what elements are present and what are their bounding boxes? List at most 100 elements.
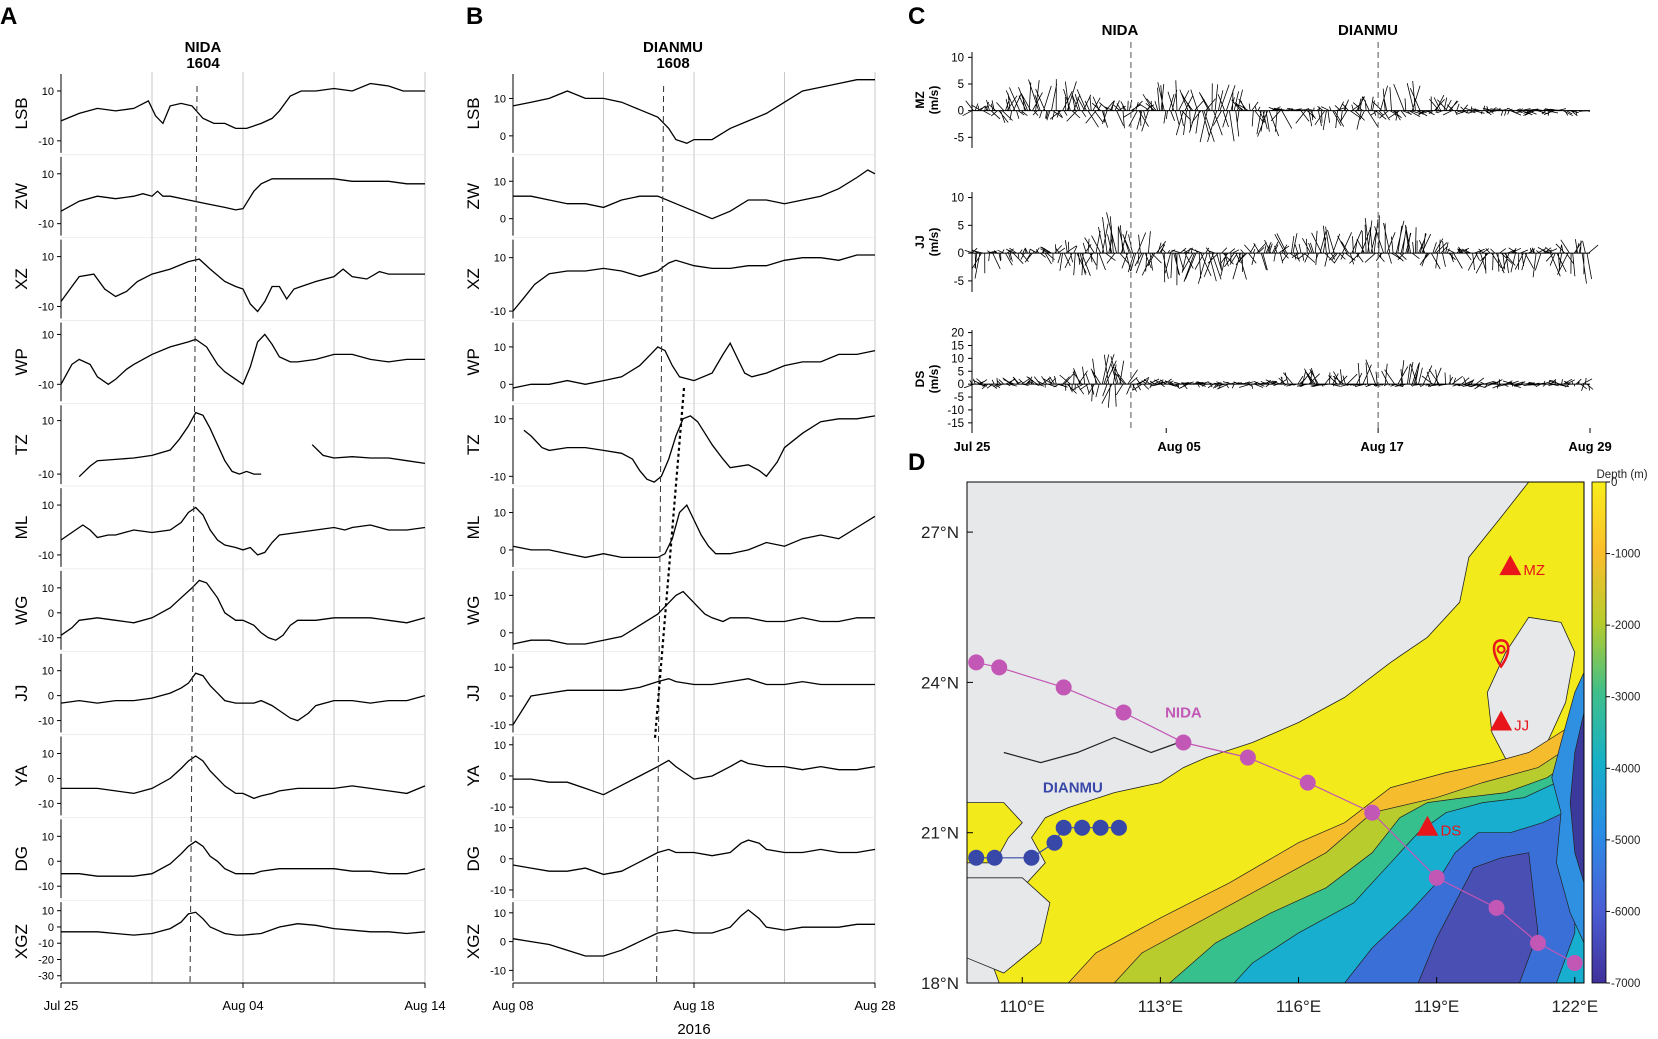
y-tick-label: -10 — [38, 301, 54, 313]
y-tick-label: 10 — [494, 590, 506, 602]
y-tick-label: -10 — [38, 798, 54, 810]
location-pin-dot — [1496, 644, 1506, 654]
series-line-tz — [523, 415, 876, 483]
series-line-xgz — [512, 909, 875, 957]
y-tick-label: 5 — [958, 220, 964, 232]
station-label-mz: MZ — [913, 91, 927, 108]
panel-a-stack: 10 -10 LSB 10 -10 ZW 10 -10 XZ 10 -10 WP 10 -10 TZ 10 -1… — [12, 72, 426, 988]
track-point-nida — [991, 659, 1008, 676]
y-tick-label: 0 — [500, 131, 506, 143]
series-line-jj — [512, 678, 875, 726]
panel-b-xtick-label: Aug 18 — [673, 998, 714, 1013]
track-point-dianmu — [968, 849, 985, 866]
track-point-nida — [1299, 774, 1316, 791]
station-label-wg: WG — [464, 596, 483, 625]
map-area — [967, 482, 1584, 983]
y-tick-label: 0 — [500, 937, 506, 949]
series-line-ya — [61, 755, 426, 800]
y-tick-label: 10 — [494, 740, 506, 752]
panel-b-xlabel: 2016 — [677, 1021, 710, 1038]
panel-c-xtick-label: Aug 05 — [1157, 439, 1200, 454]
series-line-wg — [512, 590, 875, 645]
y-tick-label: -10 — [490, 306, 506, 318]
y-tick-label: 0 — [500, 771, 506, 783]
y-tick-label: 0 — [958, 248, 964, 260]
wind-vectors-jj — [964, 212, 1599, 286]
y-tick-label: 0 — [500, 214, 506, 226]
y-tick-label: -5 — [954, 132, 964, 144]
y-tick-label: 10 — [494, 253, 506, 265]
y-tick-label: 0 — [48, 922, 54, 934]
colorbar-label: 0 — [1611, 477, 1617, 489]
track-point-nida — [1529, 934, 1546, 951]
depth-band — [1551, 672, 1584, 944]
track-point-nida — [1488, 899, 1505, 916]
y-tick-label: 10 — [42, 416, 54, 428]
y-tick-label: -10 — [947, 405, 964, 417]
station-label-dg: DG — [12, 846, 31, 872]
lon-tick-label: 116°E — [1276, 997, 1321, 1016]
y-tick-label: -5 — [954, 392, 964, 404]
y-tick-label: 0 — [500, 379, 506, 391]
y-tick-label: -10 — [38, 633, 54, 645]
wind-vectors-mz — [962, 79, 1591, 143]
series-line-wp — [60, 333, 425, 386]
typhoon-passage-line — [656, 85, 665, 984]
series-line-ml — [60, 506, 426, 556]
track-label-dianmu: DIANMU — [1043, 780, 1103, 797]
y-tick-label: -10 — [490, 965, 506, 977]
series-line-jj — [60, 672, 426, 722]
station-label-zw: ZW — [464, 183, 483, 209]
track-point-nida — [1428, 869, 1445, 886]
map-frame — [966, 481, 1585, 984]
track-point-dianmu — [1046, 834, 1063, 851]
location-pin-icon — [1492, 639, 1510, 669]
y-tick-label: -10 — [38, 136, 54, 148]
y-tick-label: 10 — [951, 52, 964, 64]
track-point-dianmu — [1074, 819, 1091, 836]
y-tick-label: 10 — [494, 176, 506, 188]
panel-b-xtick-label: Aug 08 — [492, 998, 533, 1013]
station-label-ya: YA — [464, 765, 483, 787]
unit-label: (m/s) — [927, 86, 941, 115]
station-label-zw: ZW — [12, 183, 31, 209]
coastline-detail — [1003, 736, 1180, 764]
lat-tick-label: 27°N — [921, 523, 959, 542]
station-label-wg: WG — [12, 596, 31, 625]
y-tick-label: 0 — [500, 691, 506, 703]
series-line-ya — [513, 759, 876, 796]
y-tick-label: 10 — [951, 193, 964, 205]
track-label-nida: NIDA — [1165, 704, 1202, 721]
panel-c-typhoon-label-nida: NIDA — [1102, 22, 1139, 39]
panel-a-title-line1: NIDA — [185, 39, 222, 56]
station-label-lsb: LSB — [464, 97, 483, 129]
y-tick-label: -10 — [38, 219, 54, 231]
y-tick-label: 10 — [494, 823, 506, 835]
y-tick-label: 0 — [48, 608, 54, 620]
gulf-sea — [967, 802, 1023, 864]
track-point-nida — [1566, 954, 1583, 971]
panel-c-xtick-label: Jul 25 — [954, 439, 991, 454]
y-tick-label: 0 — [958, 106, 964, 118]
station-marker-ds — [1416, 815, 1439, 836]
y-tick-label: -10 — [38, 550, 54, 562]
y-tick-label: -5 — [954, 276, 964, 288]
station-label-xgz: XGZ — [464, 924, 483, 959]
panel-label-d: D — [908, 449, 925, 476]
y-tick-label: 10 — [42, 906, 54, 918]
y-tick-label: -10 — [490, 802, 506, 814]
colorbar-label: -4000 — [1611, 763, 1640, 775]
lat-tick-label: 21°N — [921, 824, 959, 843]
lat-tick-label: 24°N — [921, 673, 959, 692]
unit-label: (m/s) — [927, 365, 941, 394]
panel-a-xtick-label: Aug 14 — [404, 998, 445, 1013]
series-line-xz — [60, 258, 425, 313]
station-label-xgz: XGZ — [12, 924, 31, 959]
colorbar-label: -2000 — [1611, 620, 1640, 632]
series-line-wg — [60, 579, 426, 641]
panel-a-xtick-label: Aug 04 — [222, 998, 263, 1013]
panel-a-title-line2: 1604 — [186, 55, 220, 72]
track-line-nida — [976, 661, 1576, 964]
